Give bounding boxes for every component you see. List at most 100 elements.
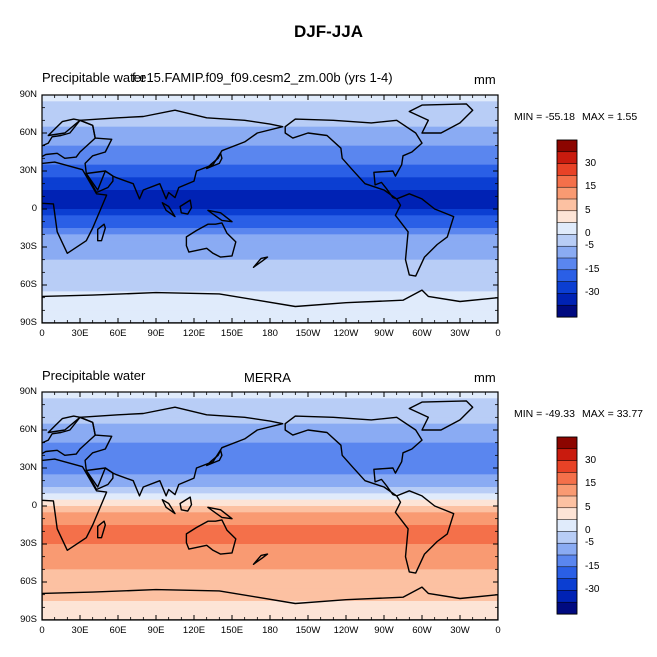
heatmap-band (42, 398, 498, 406)
coastline (205, 449, 223, 467)
coastline (394, 193, 455, 277)
panel2-map (41, 391, 499, 621)
heatmap-band (42, 215, 498, 223)
panel1-colorbar (556, 139, 578, 318)
heatmap-band (42, 430, 498, 437)
heatmap-band (42, 253, 498, 261)
heatmap-band (42, 468, 498, 475)
coastline (96, 223, 107, 242)
x-tick-label: 60W (412, 328, 432, 339)
heatmap-band (42, 152, 498, 159)
y-tick-label: 60N (19, 127, 37, 138)
y-tick-label: 60S (20, 279, 37, 290)
coastline (79, 109, 284, 200)
coastline (47, 118, 81, 137)
y-tick-label: 0 (31, 203, 37, 214)
colorbar-swatch (556, 151, 578, 165)
panel1-units-label: mm (474, 72, 496, 87)
y-tick-label: 0 (31, 500, 37, 511)
coastline (161, 201, 176, 218)
colorbar-swatch (556, 269, 578, 283)
heatmap-band (42, 550, 498, 558)
heatmap-band (42, 196, 498, 204)
heatmap-band (42, 107, 498, 115)
heatmap-band (42, 582, 498, 589)
heatmap-band (42, 101, 498, 109)
x-tick-label: 30W (450, 328, 470, 339)
y-tick-label: 60N (19, 424, 37, 435)
heatmap-band (42, 221, 498, 229)
heatmap-band (42, 449, 498, 456)
panel2-dataset-label: MERRA (244, 370, 291, 385)
heatmap-band (42, 480, 498, 488)
x-tick-label: 120E (182, 625, 206, 636)
heatmap-band (42, 607, 498, 615)
colorbar-tick-label: 30 (585, 157, 597, 169)
panel2-max-label: MAX = 33.77 (582, 408, 643, 420)
coastline (252, 553, 269, 565)
x-tick-label: 0 (495, 328, 501, 339)
x-tick-label: 120E (182, 328, 206, 339)
heatmap-band (42, 171, 498, 178)
heatmap-band (42, 601, 498, 608)
coastline (85, 170, 114, 194)
colorbar-swatch (556, 507, 578, 521)
heatmap-band (42, 404, 498, 412)
panel2-variable-label: Precipitable water (42, 368, 146, 383)
heatmap-band (42, 247, 498, 254)
colorbar-swatch (556, 554, 578, 568)
colorbar-swatch (556, 175, 578, 188)
y-tick-label: 30N (19, 462, 37, 473)
y-tick-label: 90N (19, 386, 37, 397)
heatmap-band (42, 442, 498, 450)
colorbar-swatch (556, 590, 578, 603)
colorbar-swatch (556, 566, 578, 580)
heatmap-band (42, 234, 498, 242)
x-tick-label: 150W (295, 625, 321, 636)
heatmap-band (42, 525, 498, 532)
colorbar-tick-label: 5 (585, 204, 591, 216)
heatmap-band (42, 544, 498, 551)
colorbar-swatch (556, 234, 578, 247)
coastline (284, 415, 423, 497)
heatmap-band (42, 183, 498, 191)
heatmap-band (42, 228, 498, 235)
heatmap-band (42, 556, 498, 564)
colorbar-tick-label: 30 (585, 454, 597, 466)
colorbar-swatch (556, 198, 578, 212)
heatmap-band (42, 272, 498, 280)
heatmap-band (42, 436, 498, 444)
colorbar-swatch (556, 304, 578, 318)
heatmap-band (42, 310, 498, 318)
x-tick-label: 90E (147, 625, 165, 636)
heatmap-band (42, 518, 498, 526)
colorbar-swatch (556, 483, 578, 497)
coastline (394, 490, 455, 574)
y-tick-label: 60S (20, 576, 37, 587)
heatmap-band (42, 304, 498, 311)
x-tick-label: 180 (262, 625, 278, 636)
x-tick-label: 120W (333, 328, 359, 339)
heatmap-band (42, 297, 498, 305)
heatmap-band (42, 145, 498, 153)
x-tick-label: 60E (109, 328, 127, 339)
colorbar-swatch (556, 531, 578, 544)
coastline (179, 496, 193, 512)
coastline (42, 289, 498, 323)
colorbar-swatch (556, 293, 578, 306)
colorbar-tick-label: -15 (585, 560, 600, 572)
colorbar-tick-label: 15 (585, 478, 597, 490)
heatmap-band (42, 537, 498, 545)
panel2-colorbar (556, 436, 578, 615)
panel1-case-label: f.e15.FAMIP.f09_f09.cesm2_zm.00b (yrs 1-… (132, 70, 393, 85)
colorbar-swatch (556, 519, 578, 532)
heatmap-band (42, 266, 498, 273)
x-tick-label: 30E (71, 625, 89, 636)
colorbar-tick-label: 15 (585, 181, 597, 193)
colorbar-tick-label: -30 (585, 287, 600, 299)
x-tick-label: 150W (295, 328, 321, 339)
coastline (284, 118, 423, 200)
x-tick-label: 0 (495, 625, 501, 636)
y-tick-label: 90N (19, 89, 37, 100)
